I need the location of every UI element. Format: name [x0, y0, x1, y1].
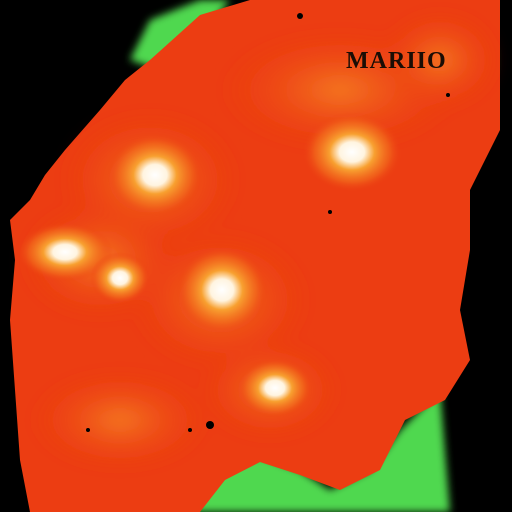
hotspot	[90, 252, 150, 304]
hotspot	[302, 112, 402, 192]
map-label: MARIIO	[346, 48, 447, 74]
hotspot	[17, 222, 113, 282]
hotspot	[176, 246, 268, 334]
hotspots	[17, 112, 402, 418]
speckles	[86, 13, 450, 432]
hotspot	[237, 358, 313, 418]
hotspot	[107, 133, 203, 217]
